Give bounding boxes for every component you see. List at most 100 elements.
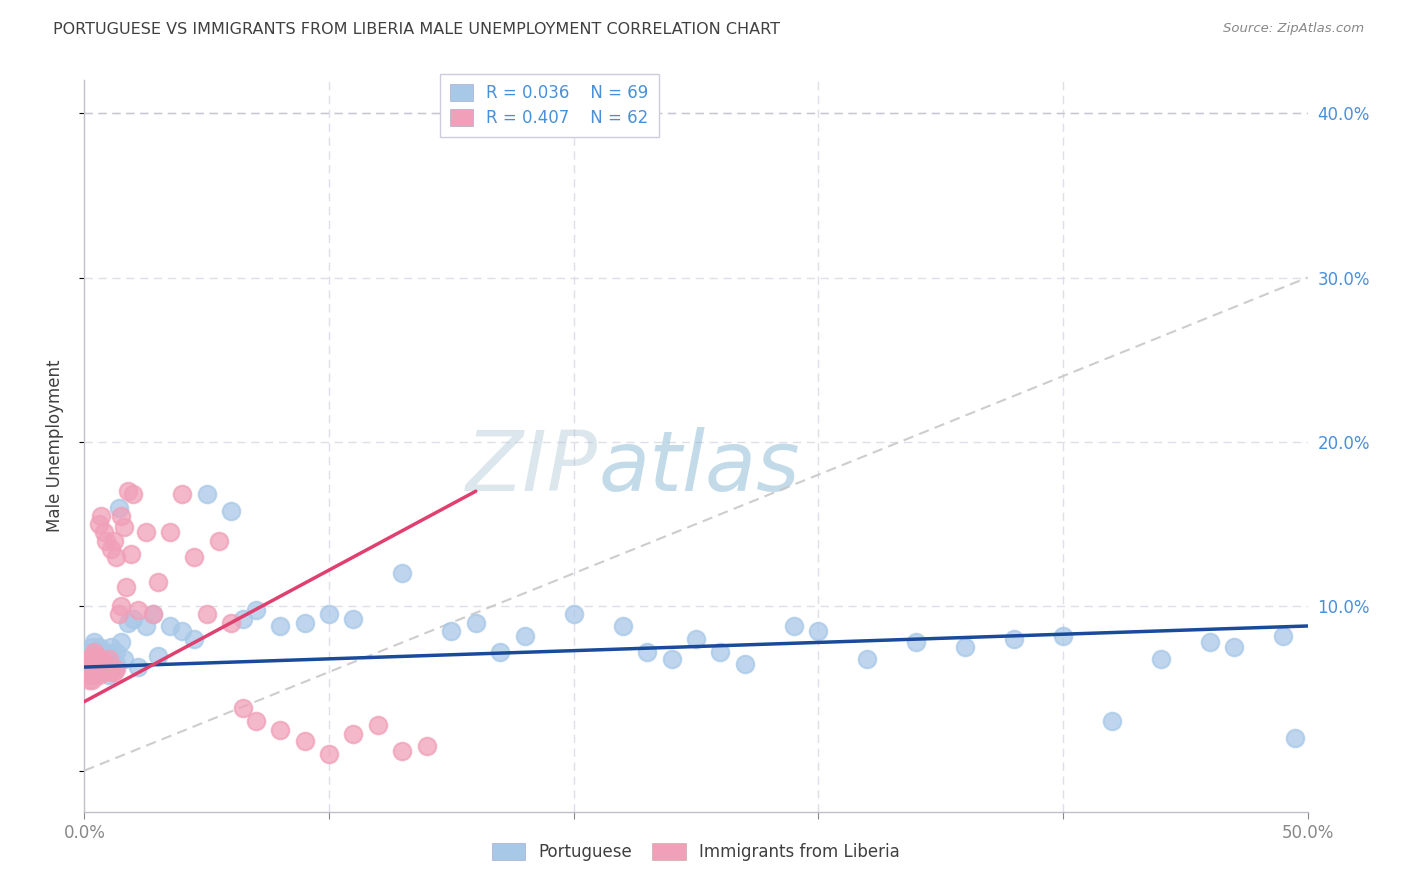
Point — [513, 629, 536, 643]
Point — [122, 612, 145, 626]
Point — [76, 668, 98, 682]
Point — [86, 657, 108, 671]
Point — [342, 612, 364, 626]
Point — [159, 525, 181, 540]
Point — [195, 487, 218, 501]
Point — [734, 657, 756, 671]
Point — [107, 607, 129, 622]
Point — [219, 615, 242, 630]
Point — [86, 648, 108, 663]
Point — [96, 533, 118, 548]
Point — [93, 665, 115, 679]
Point — [232, 612, 254, 626]
Point — [318, 747, 340, 762]
Point — [127, 660, 149, 674]
Point — [783, 619, 806, 633]
Point — [80, 657, 103, 671]
Point — [195, 607, 218, 622]
Point — [83, 668, 105, 682]
Point — [93, 657, 115, 671]
Point — [80, 673, 103, 688]
Point — [232, 701, 254, 715]
Point — [96, 645, 118, 659]
Point — [83, 665, 105, 679]
Point — [416, 739, 439, 753]
Point — [709, 645, 731, 659]
Point — [90, 508, 112, 523]
Point — [86, 662, 108, 676]
Text: Source: ZipAtlas.com: Source: ZipAtlas.com — [1223, 22, 1364, 36]
Point — [105, 549, 128, 564]
Point — [90, 652, 112, 666]
Point — [440, 624, 463, 638]
Point — [1002, 632, 1025, 647]
Point — [83, 648, 105, 663]
Point — [80, 648, 103, 663]
Point — [97, 652, 120, 666]
Point — [77, 645, 100, 659]
Point — [110, 635, 132, 649]
Point — [100, 665, 122, 679]
Point — [1052, 629, 1074, 643]
Point — [294, 615, 316, 630]
Point — [86, 665, 108, 679]
Point — [105, 662, 128, 676]
Point — [76, 660, 98, 674]
Point — [172, 624, 194, 638]
Point — [1101, 714, 1123, 729]
Point — [391, 566, 413, 581]
Point — [807, 624, 830, 638]
Point — [117, 615, 139, 630]
Point — [103, 665, 125, 679]
Point — [80, 668, 103, 682]
Point — [83, 635, 105, 649]
Point — [93, 525, 115, 540]
Point — [367, 717, 389, 731]
Point — [117, 484, 139, 499]
Point — [183, 632, 205, 647]
Point — [107, 500, 129, 515]
Point — [80, 640, 103, 655]
Point — [159, 619, 181, 633]
Point — [105, 645, 128, 659]
Point — [127, 602, 149, 616]
Point — [318, 607, 340, 622]
Point — [562, 607, 585, 622]
Legend: Portuguese, Immigrants from Liberia: Portuguese, Immigrants from Liberia — [484, 834, 908, 869]
Point — [90, 648, 112, 663]
Point — [685, 632, 707, 647]
Point — [464, 615, 486, 630]
Point — [391, 744, 413, 758]
Point — [1223, 640, 1246, 655]
Point — [76, 657, 98, 671]
Point — [1198, 635, 1220, 649]
Point — [83, 645, 105, 659]
Point — [86, 657, 108, 671]
Point — [90, 660, 112, 674]
Point — [953, 640, 976, 655]
Point — [1272, 629, 1295, 643]
Point — [103, 660, 125, 674]
Point — [86, 645, 108, 659]
Point — [183, 549, 205, 564]
Point — [856, 652, 879, 666]
Point — [245, 714, 267, 729]
Point — [87, 662, 110, 676]
Point — [87, 640, 110, 655]
Text: atlas: atlas — [598, 427, 800, 508]
Point — [103, 533, 125, 548]
Point — [489, 645, 512, 659]
Point — [294, 734, 316, 748]
Point — [1284, 731, 1306, 745]
Point — [97, 662, 120, 676]
Point — [90, 662, 112, 676]
Point — [208, 533, 231, 548]
Y-axis label: Male Unemployment: Male Unemployment — [45, 359, 63, 533]
Point — [1150, 652, 1173, 666]
Point — [87, 517, 110, 532]
Point — [146, 648, 169, 663]
Point — [269, 619, 291, 633]
Point — [122, 487, 145, 501]
Point — [87, 668, 110, 682]
Point — [97, 668, 120, 682]
